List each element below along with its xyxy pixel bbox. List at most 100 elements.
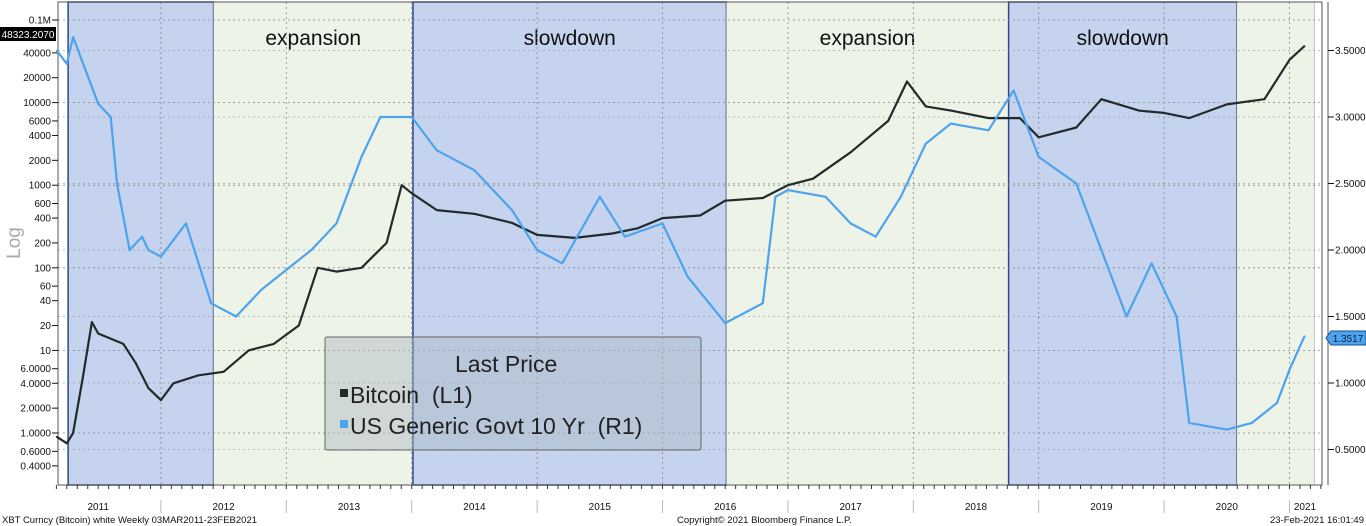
data-point xyxy=(623,235,626,238)
x-tick-label: 2015 xyxy=(589,502,612,513)
phase-label: expansion xyxy=(820,27,916,50)
data-point xyxy=(285,269,288,271)
right-tick-label: 0.5000 xyxy=(1335,445,1366,456)
data-point xyxy=(1303,45,1306,47)
legend-item-us10y: US Generic Govt 10 Yr (R1) xyxy=(350,413,642,439)
data-point xyxy=(379,116,382,118)
data-point xyxy=(849,151,852,154)
data-point xyxy=(1303,335,1306,338)
bitcoin-last-badge xyxy=(0,27,56,41)
data-point xyxy=(385,242,388,244)
data-point xyxy=(91,321,93,324)
data-point xyxy=(1150,262,1153,265)
x-tick-label: 2014 xyxy=(463,502,486,513)
x-axis: 2011 2012 2013 2014 2015 2016 2017 2018 2019 2020… xyxy=(55,485,1322,513)
left-tick-label: 10 xyxy=(40,346,52,357)
left-tick-label: 2.0000 xyxy=(20,404,51,415)
data-point xyxy=(536,234,538,236)
data-point xyxy=(116,182,118,185)
data-point xyxy=(473,169,476,172)
data-point xyxy=(761,197,764,199)
data-point xyxy=(335,270,338,273)
data-point xyxy=(1100,98,1103,101)
data-point xyxy=(109,116,112,118)
data-point xyxy=(511,221,513,224)
phase-1 xyxy=(213,1,414,486)
left-tick-label: 20000 xyxy=(23,73,51,84)
data-point xyxy=(1288,368,1291,371)
data-point xyxy=(1100,249,1103,251)
data-point xyxy=(185,222,187,225)
data-point xyxy=(473,212,476,215)
legend: Last Price Bitcoin (L1) US Generic Govt … xyxy=(324,336,702,451)
data-point xyxy=(906,80,908,83)
phase-0 xyxy=(67,1,215,486)
left-tick-label: 1000 xyxy=(29,181,52,192)
footer-center: Copyright© 2021 Bloomberg Finance L.P. xyxy=(677,515,852,526)
x-tick-label: 2013 xyxy=(338,502,361,513)
data-point xyxy=(761,302,764,305)
data-point xyxy=(360,266,363,269)
left-tick-label: 4000 xyxy=(29,131,52,142)
left-tick-label: 6000 xyxy=(29,116,52,127)
data-point xyxy=(1250,422,1253,424)
right-tick-label: 1.0000 xyxy=(1335,379,1366,390)
data-point xyxy=(1075,126,1078,129)
data-point xyxy=(1075,182,1078,185)
data-point xyxy=(160,399,162,402)
data-point xyxy=(1125,315,1128,318)
data-point xyxy=(787,184,789,187)
data-point xyxy=(360,156,363,158)
plot-frame xyxy=(57,1,1323,486)
data-point xyxy=(561,262,564,265)
data-point xyxy=(724,199,727,202)
left-tick-label: 600 xyxy=(34,199,51,210)
data-point xyxy=(924,105,927,108)
data-point xyxy=(197,374,200,377)
phase-label: slowdown xyxy=(524,27,616,50)
data-point xyxy=(774,195,777,198)
data-point xyxy=(1276,402,1278,404)
axis-scale-label: Log xyxy=(4,227,25,259)
left-tick-label: 1.0000 xyxy=(20,429,51,440)
data-point xyxy=(1175,315,1178,318)
data-point xyxy=(235,315,238,318)
data-point xyxy=(1018,117,1021,119)
us10y-last-value: 1.3517 xyxy=(1333,334,1364,345)
left-tick-label: 200 xyxy=(34,238,51,249)
data-point xyxy=(310,249,313,251)
data-point xyxy=(636,227,639,230)
x-tick-label: 2011 xyxy=(87,502,109,513)
phase-label: expansion xyxy=(265,27,361,50)
data-point xyxy=(699,214,702,217)
data-point xyxy=(147,249,150,251)
data-point xyxy=(987,117,990,119)
left-tick-label: 20 xyxy=(40,321,52,332)
data-point xyxy=(65,62,68,65)
left-axis: 0.1M 40000 20000 10000 6000 4000 2000 1000 600 40… xyxy=(20,16,58,472)
x-tick-label: 2018 xyxy=(965,502,988,513)
data-point xyxy=(122,342,125,345)
legend-swatch-us10y xyxy=(340,420,348,428)
left-tick-label: 10000 xyxy=(23,98,51,109)
data-point xyxy=(1012,89,1015,92)
data-point xyxy=(787,189,789,192)
data-point xyxy=(247,349,250,352)
phase-5 xyxy=(1236,1,1315,486)
data-point xyxy=(1225,428,1228,431)
legend-title: Last Price xyxy=(455,351,557,377)
phase-regions: expansion slowdown expansion slowdown xyxy=(67,1,1315,486)
phase-label: slowdown xyxy=(1077,27,1169,50)
data-point xyxy=(316,266,319,269)
data-point xyxy=(435,149,438,152)
data-point xyxy=(887,120,890,122)
right-axis: 3.5000 3.0000 2.5000 2.0000 1.5000 1.0000 0.50… xyxy=(1327,2,1366,485)
data-point xyxy=(686,275,689,278)
data-point xyxy=(55,49,58,52)
data-point xyxy=(297,324,300,327)
data-point xyxy=(72,36,75,39)
data-point xyxy=(222,370,225,373)
data-point xyxy=(72,432,75,434)
data-point xyxy=(1163,112,1165,114)
